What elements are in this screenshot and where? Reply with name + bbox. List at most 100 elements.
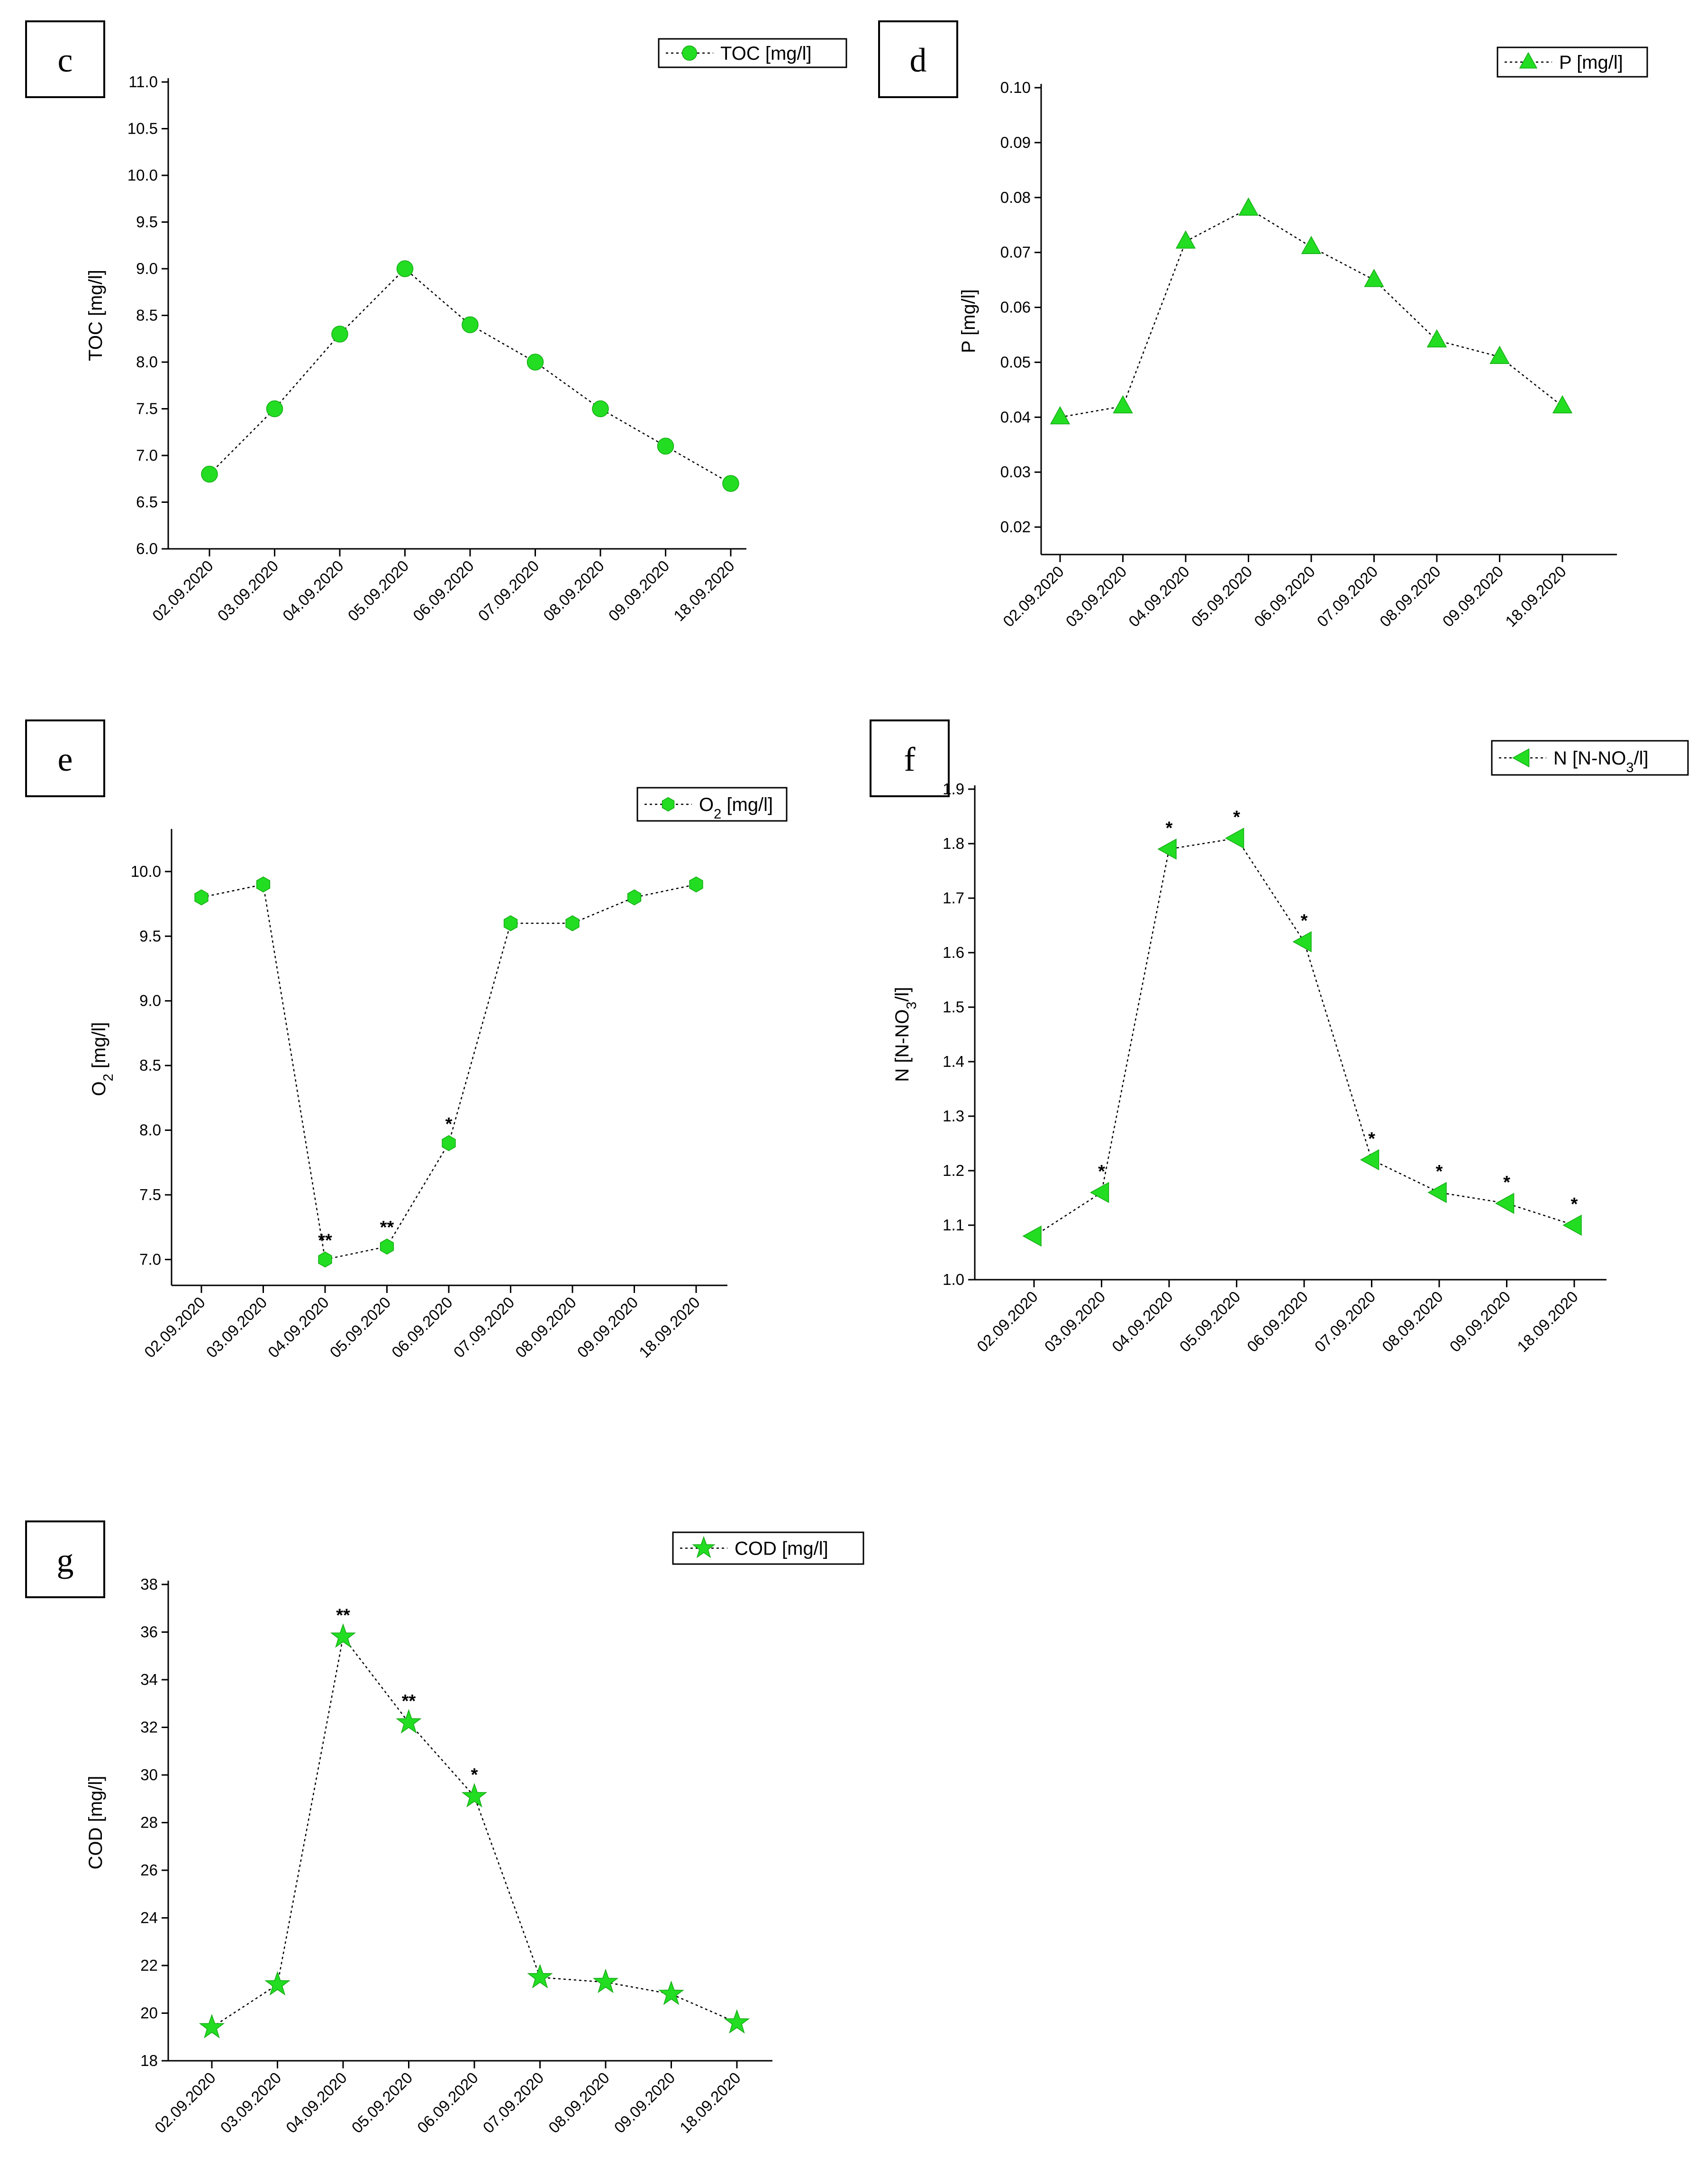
y-tick-label: 11.0 (128, 73, 158, 91)
data-point (462, 316, 479, 333)
series-line (211, 1635, 737, 2028)
legend-label: P [mg/l] (1559, 52, 1623, 73)
y-tick-label: 0.08 (1000, 189, 1031, 206)
legend-label: COD [mg/l] (735, 1538, 828, 1559)
x-tick-label: 07.09.2020 (1313, 563, 1381, 630)
x-tick-label: 02.09.2020 (149, 557, 217, 625)
x-tick-label: 18.09.2020 (670, 557, 738, 625)
data-point (689, 876, 703, 892)
x-tick-label: 03.09.2020 (202, 1293, 270, 1361)
data-point (724, 2009, 750, 2034)
data-point (592, 1968, 619, 1993)
data-point (658, 1980, 684, 2005)
y-tick-label: 1.9 (943, 780, 964, 798)
y-tick-label: 1.0 (943, 1271, 964, 1288)
x-tick-label: 03.09.2020 (1062, 563, 1130, 630)
data-point (318, 1251, 332, 1268)
y-tick-label: 0.10 (1000, 79, 1031, 96)
data-point (1050, 406, 1071, 425)
data-point (201, 465, 218, 483)
y-tick-label: 24 (140, 1909, 158, 1927)
panel-letter-box (878, 20, 958, 98)
x-tick-label: 05.09.2020 (348, 2069, 416, 2137)
x-tick-label: 08.09.2020 (545, 2069, 613, 2137)
data-point (1238, 197, 1259, 216)
data-point (1089, 1182, 1109, 1203)
x-tick-label: 05.09.2020 (344, 557, 412, 625)
y-tick-label: 38 (140, 1575, 158, 1593)
y-tick-label: 28 (140, 1814, 158, 1831)
data-point (1495, 1192, 1515, 1214)
data-point (330, 1623, 356, 1648)
x-tick-label: 02.09.2020 (141, 1293, 209, 1361)
panel-letter: d (910, 41, 927, 79)
x-tick-label: 02.09.2020 (973, 1288, 1041, 1356)
significance-label: * (1571, 1194, 1578, 1214)
significance-label: ** (336, 1606, 350, 1626)
data-point (396, 1709, 422, 1734)
panel-letter-box (25, 719, 105, 797)
legend: O2 [mg/l] (636, 787, 788, 822)
y-tick-label: 0.03 (1000, 463, 1031, 481)
significance-label: * (1301, 911, 1308, 931)
significance-label: * (1503, 1173, 1510, 1192)
x-tick-label: 08.09.2020 (1379, 1288, 1446, 1356)
y-axis-label: O2 [mg/l] (89, 1022, 116, 1096)
x-tick-label: 09.09.2020 (605, 557, 672, 625)
significance-label: ** (318, 1230, 332, 1250)
y-tick-label: 0.04 (1000, 408, 1031, 426)
data-point (461, 1783, 488, 1808)
x-tick-label: 08.09.2020 (512, 1293, 580, 1361)
y-tick-label: 36 (140, 1623, 158, 1641)
y-tick-label: 6.0 (136, 540, 158, 557)
data-point (331, 326, 348, 343)
legend-marker (1512, 748, 1530, 768)
x-tick-label: 07.09.2020 (474, 557, 542, 625)
y-tick-label: 1.8 (943, 835, 964, 852)
x-tick-label: 08.09.2020 (1376, 563, 1444, 630)
y-tick-label: 7.0 (136, 446, 158, 464)
y-tick-label: 7.5 (136, 400, 158, 418)
y-tick-label: 18 (140, 2052, 158, 2069)
significance-label: * (1436, 1162, 1443, 1182)
x-tick-label: 06.09.2020 (1243, 1288, 1311, 1356)
x-tick-label: 18.09.2020 (1514, 1288, 1581, 1356)
panel-letter: c (58, 41, 73, 79)
x-tick-label: 02.09.2020 (999, 563, 1067, 630)
legend-label: O2 [mg/l] (699, 794, 773, 822)
significance-label: * (1233, 808, 1240, 828)
x-tick-label: 04.09.2020 (1125, 563, 1193, 630)
data-point (1364, 269, 1384, 287)
legend-box (672, 1531, 864, 1565)
x-tick-label: 04.09.2020 (264, 1293, 332, 1361)
y-tick-label: 7.0 (139, 1250, 161, 1268)
panel-letter-box (25, 20, 105, 98)
data-point (1552, 395, 1573, 414)
x-tick-label: 03.09.2020 (217, 2069, 284, 2137)
y-tick-label: 9.5 (136, 213, 158, 231)
legend: COD [mg/l] (672, 1531, 864, 1565)
series-line (1060, 208, 1563, 418)
y-tick-label: 22 (140, 1956, 158, 1974)
x-tick-label: 07.09.2020 (479, 2069, 547, 2137)
x-tick-label: 06.09.2020 (388, 1293, 456, 1361)
x-tick-label: 02.09.2020 (151, 2069, 219, 2137)
data-point (503, 915, 518, 931)
significance-label: ** (380, 1218, 394, 1238)
legend: N [N-NO3/l] (1491, 740, 1689, 776)
y-tick-label: 20 (140, 2004, 158, 2022)
x-tick-label: 18.09.2020 (635, 1293, 703, 1361)
series-line (209, 268, 731, 484)
y-tick-label: 34 (140, 1671, 158, 1688)
y-tick-label: 9.5 (139, 927, 161, 945)
significance-label: * (1368, 1129, 1375, 1149)
x-tick-label: 08.09.2020 (540, 557, 608, 625)
data-point (657, 437, 674, 455)
data-point (264, 1971, 290, 1996)
chart-c: c 6.0 6.5 7.0 7.5 8.0 8.5 9.0 9.5 10.0 10.5 11.0 TOC… (25, 20, 847, 625)
data-point (1301, 236, 1322, 255)
legend-label: TOC [mg/l] (720, 43, 812, 64)
y-axis-label: COD [mg/l] (85, 1776, 106, 1870)
data-point (266, 400, 283, 418)
data-point (565, 915, 580, 931)
